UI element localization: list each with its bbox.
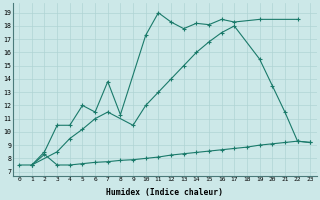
X-axis label: Humidex (Indice chaleur): Humidex (Indice chaleur) [106, 188, 223, 197]
